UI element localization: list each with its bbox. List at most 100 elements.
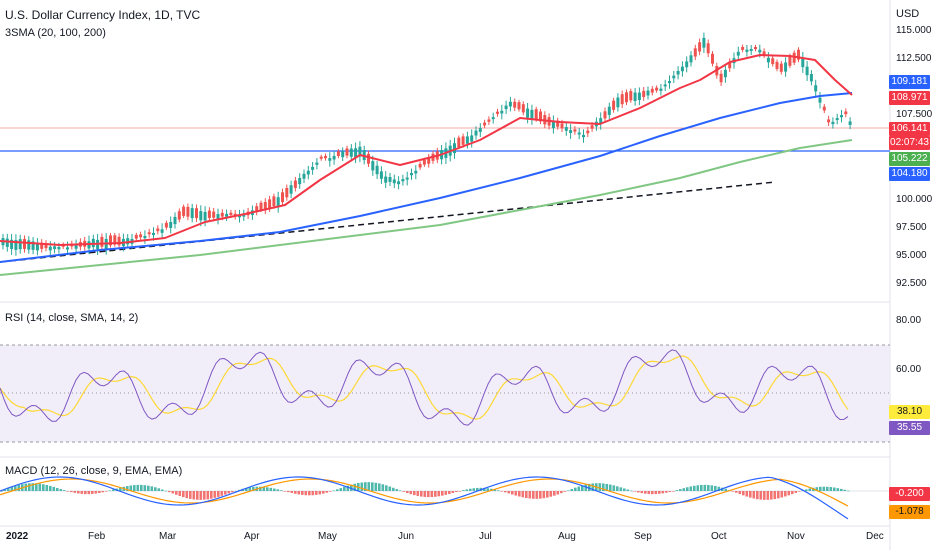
macd-histogram-bar <box>581 485 584 491</box>
macd-histogram-bar <box>350 484 353 491</box>
candle <box>57 247 61 250</box>
candle <box>736 51 740 56</box>
candle <box>564 127 568 131</box>
candle <box>814 85 818 92</box>
macd-histogram-bar <box>182 491 185 498</box>
macd-histogram-bar <box>371 482 374 491</box>
macd-histogram-bar <box>605 483 609 491</box>
candle <box>801 57 805 68</box>
macd-histogram-bar <box>14 485 17 491</box>
candle <box>534 109 538 120</box>
candle <box>809 74 813 82</box>
macd-signal-badge: -1.078 <box>889 505 930 519</box>
candle <box>225 213 229 217</box>
macd-histogram-bar <box>315 491 318 495</box>
macd-histogram-bar <box>738 491 742 495</box>
candle <box>100 236 104 247</box>
macd-histogram-bar <box>10 487 14 491</box>
macd-histogram-bar <box>500 491 504 492</box>
candle <box>655 87 659 91</box>
macd-histogram-bar <box>679 489 682 491</box>
macd-histogram-bar <box>808 488 812 491</box>
candle <box>341 151 345 158</box>
candle <box>693 48 697 57</box>
candle <box>844 111 848 115</box>
candle <box>203 211 207 221</box>
macd-histogram-bar <box>437 491 441 497</box>
candle <box>405 177 409 180</box>
candle <box>44 243 48 249</box>
candle <box>625 92 628 103</box>
candle <box>152 232 155 236</box>
candle <box>500 110 504 114</box>
candle <box>569 130 573 133</box>
candle <box>354 148 358 158</box>
macd-histogram-bar <box>105 491 108 492</box>
macd-histogram-bar <box>444 491 448 495</box>
macd-histogram-bar <box>378 483 381 491</box>
macd-histogram-bar <box>108 490 112 492</box>
candle <box>5 238 9 247</box>
macd-histogram-bar <box>518 491 521 497</box>
macd-histogram-bar <box>560 491 563 494</box>
macd-histogram-bar <box>206 491 210 500</box>
macd-histogram-bar <box>735 491 738 493</box>
macd-histogram-bar <box>766 491 770 500</box>
candle <box>199 211 203 221</box>
macd-histogram-bar <box>73 491 77 493</box>
macd-histogram-bar <box>175 491 178 495</box>
candle <box>48 246 52 251</box>
candle <box>349 148 353 157</box>
candle <box>14 240 18 250</box>
indicator-label[interactable]: 3SMA (20, 100, 200) <box>5 27 106 39</box>
macd-histogram-bar <box>287 491 290 493</box>
candle <box>371 161 375 171</box>
macd-histogram-bar <box>493 489 497 491</box>
candle <box>302 173 306 179</box>
candle <box>616 97 620 108</box>
macd-histogram-bar <box>140 484 143 491</box>
candle <box>556 120 560 127</box>
candle <box>603 111 607 119</box>
macd-histogram-bar <box>451 491 455 494</box>
rsi-ma-badge: 38.10 <box>889 405 930 419</box>
macd-histogram-bar <box>126 486 129 491</box>
time-tick: Jun <box>398 531 415 542</box>
candle <box>668 81 671 84</box>
macd-histogram-bar <box>129 485 133 491</box>
candle <box>311 166 315 170</box>
rsi-label[interactable]: RSI (14, close, SMA, 14, 2) <box>5 312 139 324</box>
macd-histogram-bar <box>290 491 294 493</box>
macd-histogram-bar <box>826 486 829 491</box>
macd-histogram-bar <box>0 491 3 492</box>
macd-histogram-bar <box>584 484 588 491</box>
macd-histogram-bar <box>294 491 297 494</box>
macd-histogram-bar <box>504 491 507 493</box>
candle <box>259 202 263 210</box>
sma100-line <box>0 92 853 263</box>
macd-histogram-bar <box>213 491 217 498</box>
macd-label[interactable]: MACD (12, 26, close, 9, EMA, EMA) <box>5 465 183 477</box>
candle <box>754 46 757 50</box>
macd-histogram-bar <box>192 491 196 500</box>
candle <box>319 156 323 159</box>
candle <box>797 49 800 60</box>
candle <box>328 158 332 161</box>
macd-line <box>0 476 849 520</box>
time-tick: Feb <box>88 531 106 542</box>
macd-histogram-bar <box>402 491 406 492</box>
macd-histogram-bar <box>833 487 836 491</box>
candle <box>784 62 788 72</box>
macd-histogram-bar <box>143 485 147 491</box>
macd-histogram-bar <box>112 489 115 491</box>
candle <box>268 199 272 209</box>
macd-histogram-bar <box>318 491 322 495</box>
macd-histogram-bar <box>409 491 413 495</box>
time-tick: Oct <box>711 531 727 542</box>
candle <box>195 208 198 219</box>
macd-histogram-bar <box>245 488 248 491</box>
macd-histogram-bar <box>374 482 378 491</box>
macd-histogram-bar <box>101 491 105 493</box>
candle <box>766 57 770 63</box>
